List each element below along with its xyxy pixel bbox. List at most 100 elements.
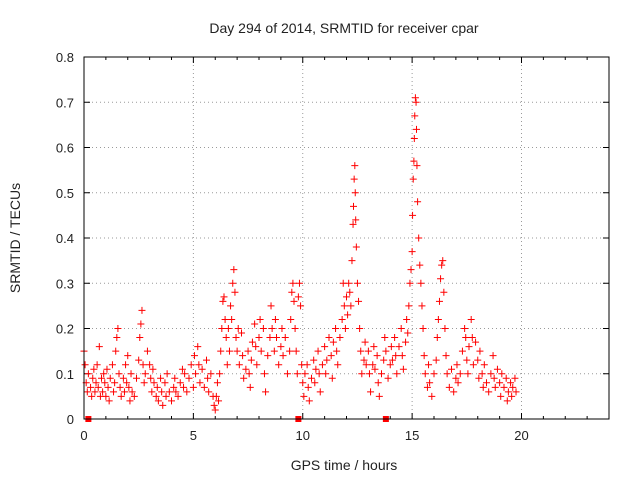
plot-frame bbox=[83, 56, 610, 420]
data-point bbox=[405, 302, 413, 310]
data-point bbox=[277, 343, 285, 351]
data-point bbox=[139, 361, 147, 369]
data-point bbox=[147, 374, 155, 382]
data-point bbox=[168, 397, 175, 405]
data-point bbox=[461, 325, 469, 332]
data-point bbox=[483, 379, 490, 387]
data-point bbox=[133, 374, 140, 382]
data-point bbox=[407, 266, 415, 274]
data-point bbox=[120, 388, 128, 396]
data-point bbox=[95, 343, 103, 351]
data-point bbox=[333, 347, 341, 355]
data-point bbox=[224, 325, 232, 332]
data-point bbox=[294, 293, 302, 301]
data-point bbox=[300, 392, 308, 400]
data-point bbox=[273, 334, 280, 342]
data-point bbox=[391, 334, 399, 342]
data-point bbox=[159, 401, 167, 409]
data-point bbox=[260, 370, 268, 378]
data-point bbox=[463, 356, 471, 364]
x-axis-label: GPS time / hours bbox=[291, 457, 398, 473]
data-point bbox=[409, 211, 417, 219]
data-point bbox=[467, 315, 475, 323]
data-point bbox=[203, 356, 210, 364]
data-point bbox=[229, 279, 237, 287]
data-point bbox=[227, 302, 235, 310]
data-point bbox=[348, 257, 356, 265]
data-point bbox=[351, 189, 359, 197]
data-point bbox=[472, 338, 480, 346]
data-point bbox=[283, 370, 291, 378]
data-point bbox=[404, 329, 412, 337]
data-point bbox=[232, 334, 240, 342]
data-point bbox=[255, 334, 263, 342]
data-point bbox=[231, 288, 239, 296]
data-point bbox=[293, 370, 301, 378]
x-tick-label: 10 bbox=[296, 428, 310, 443]
data-point bbox=[369, 361, 377, 369]
data-point bbox=[509, 383, 517, 391]
data-point bbox=[253, 361, 261, 369]
data-point bbox=[382, 347, 390, 355]
data-point bbox=[257, 347, 265, 355]
data-point bbox=[268, 325, 276, 332]
data-point bbox=[365, 370, 373, 378]
data-point bbox=[128, 388, 136, 396]
data-point bbox=[314, 347, 322, 355]
data-point bbox=[235, 361, 243, 369]
data-point bbox=[386, 361, 394, 369]
data-point bbox=[318, 361, 326, 369]
data-points bbox=[80, 94, 520, 422]
data-point bbox=[291, 325, 299, 332]
data-point bbox=[279, 352, 287, 360]
y-tick-label: 0.3 bbox=[56, 276, 74, 291]
data-point bbox=[392, 352, 400, 360]
data-point bbox=[219, 297, 227, 305]
data-point bbox=[493, 365, 501, 373]
grid bbox=[84, 57, 609, 419]
data-point bbox=[91, 388, 99, 396]
data-point bbox=[338, 315, 346, 323]
data-point bbox=[352, 216, 360, 224]
data-point bbox=[315, 370, 323, 378]
data-point bbox=[452, 374, 460, 382]
chart-title: Day 294 of 2014, SRMTID for receiver cpa… bbox=[209, 20, 479, 36]
data-point bbox=[240, 374, 248, 382]
data-point bbox=[496, 379, 504, 387]
data-point bbox=[84, 370, 92, 378]
data-point bbox=[262, 388, 270, 396]
data-point bbox=[90, 365, 98, 373]
data-point bbox=[239, 352, 247, 360]
data-point bbox=[438, 261, 446, 269]
data-point bbox=[130, 392, 138, 400]
data-point bbox=[124, 352, 132, 360]
data-point bbox=[414, 198, 422, 206]
data-point bbox=[416, 261, 424, 269]
data-point bbox=[278, 325, 286, 332]
data-point bbox=[252, 343, 260, 351]
x-tick-label: 0 bbox=[80, 428, 87, 443]
data-point bbox=[464, 370, 472, 378]
data-point bbox=[100, 370, 108, 378]
y-axis-label: SRMTID / TECUs bbox=[7, 183, 23, 293]
data-point bbox=[322, 370, 330, 378]
data-point bbox=[350, 175, 358, 183]
data-point bbox=[387, 343, 395, 351]
data-point bbox=[301, 370, 309, 378]
data-point bbox=[213, 379, 221, 387]
data-point bbox=[275, 361, 283, 369]
data-point bbox=[154, 397, 162, 405]
data-point bbox=[251, 320, 259, 328]
data-point bbox=[408, 248, 416, 256]
data-point bbox=[205, 388, 213, 396]
data-point bbox=[87, 383, 95, 391]
data-point bbox=[93, 361, 101, 369]
data-point bbox=[445, 383, 453, 391]
data-point bbox=[478, 370, 486, 378]
data-point bbox=[500, 383, 508, 391]
data-point bbox=[88, 392, 96, 400]
data-point bbox=[119, 374, 127, 382]
data-point bbox=[310, 356, 318, 364]
data-point bbox=[246, 383, 254, 391]
data-point bbox=[178, 365, 186, 373]
